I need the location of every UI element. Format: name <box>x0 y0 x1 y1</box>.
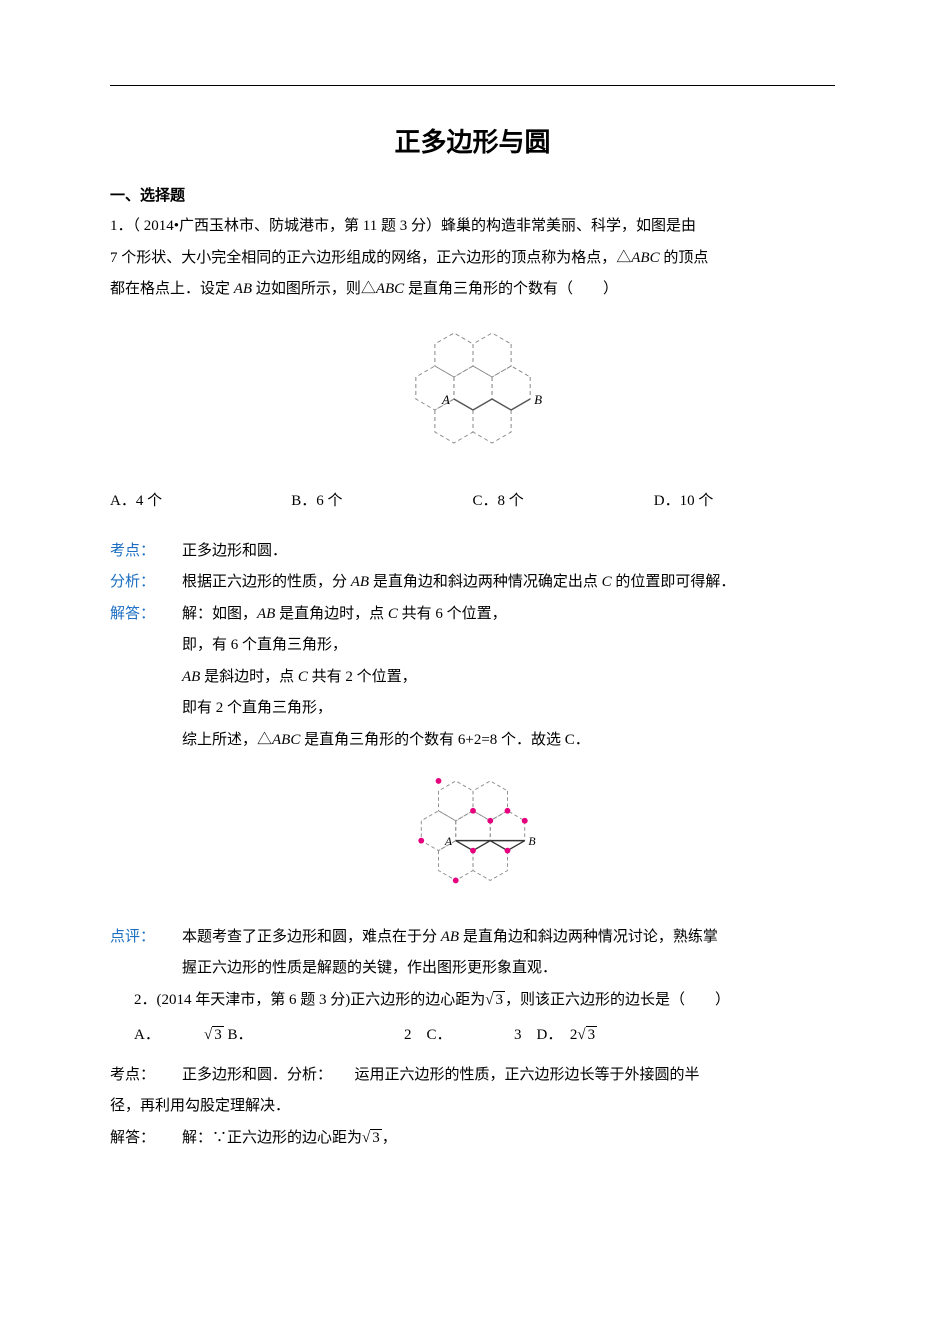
jd3d: 共有 2 个位置， <box>308 669 417 685</box>
page: 正多边形与圆 一、选择题 1．（ 2014•广西玉林市、防城港市，第 11 题 … <box>0 0 945 1337</box>
q2-jd-c: ， <box>382 1130 397 1146</box>
q2-opt-b-val: 2 C． <box>404 1020 514 1052</box>
q1-option-c: C．8 个 <box>473 486 654 518</box>
jd-line4: 即有 2 个直角三角形， <box>182 693 835 725</box>
dp1a: 本题考查了正多边形和圆，难点在于分 <box>182 929 441 945</box>
jd-line1: 解：如图，AB 是直角边时，点 C 共有 6 个位置， <box>182 599 835 631</box>
q2-kd-label: 考点： <box>110 1060 182 1092</box>
jd1c: 是直角边时，点 <box>275 606 388 622</box>
q2-jd-b: 3 <box>370 1129 382 1146</box>
jd-line5: 综上所述，△ABC 是直角三角形的个数有 6+2=8 个．故选 C． <box>182 725 835 757</box>
sqrt-icon: √3 <box>362 1129 382 1146</box>
q1-jieda: 解答： 解：如图，AB 是直角边时，点 C 共有 6 个位置， 即，有 6 个直… <box>110 599 835 757</box>
jieda-text: 解：如图，AB 是直角边时，点 C 共有 6 个位置， 即，有 6 个直角三角形… <box>182 599 835 757</box>
q2Av: 3 <box>212 1026 224 1043</box>
sqrt-icon: √3 <box>204 1026 224 1043</box>
q2-opt-c-val: 3 D． 2√3 <box>514 1020 664 1052</box>
dianping-label: 点评： <box>110 922 182 985</box>
fx-c: 是直角边和斜边两种情况确定出点 <box>369 574 602 590</box>
q2Bv: 2 <box>404 1027 412 1043</box>
q1-kaodian: 考点： 正多边形和圆． <box>110 536 835 568</box>
q2-options: A． √3 B． 2 C． 3 D． 2√3 <box>134 1020 859 1052</box>
q1-figure: A B <box>110 310 835 483</box>
jd5a: 综上所述，△ <box>182 732 272 748</box>
q1-line3-c: 边如图所示，则△ <box>252 281 376 297</box>
q1-option-d: D．10 个 <box>654 486 835 518</box>
q1-fenxi: 分析： 根据正六边形的性质，分 AB 是直角边和斜边两种情况确定出点 C 的位置… <box>110 567 835 599</box>
q1-line3-e: 是直角三角形的个数有（ ） <box>404 281 618 297</box>
q1-line3-a: 都在格点上．设定 <box>110 281 234 297</box>
dianping-text: 本题考查了正多边形和圆，难点在于分 AB 是直角边和斜边两种情况讨论，熟练掌 握… <box>182 922 835 985</box>
fx-d: C <box>602 574 612 590</box>
q2-jd-line: 解答：解：∵正六边形的边心距为√3， <box>110 1123 835 1155</box>
q1-line3-d: ABC <box>376 281 404 297</box>
jd3c: C <box>298 669 308 685</box>
dp-line1: 本题考查了正多边形和圆，难点在于分 AB 是直角边和斜边两种情况讨论，熟练掌 <box>182 922 835 954</box>
q2l1c: ，则该正六边形的边长是（ ） <box>505 992 730 1008</box>
jd5b: ABC <box>272 732 300 748</box>
dp1c: 是直角边和斜边两种情况讨论，熟练掌 <box>459 929 718 945</box>
jd1e: 共有 6 个位置， <box>398 606 507 622</box>
sqrt-icon: √3 <box>485 991 505 1008</box>
jd5c: 是直角三角形的个数有 6+2=8 个．故选 C． <box>300 732 589 748</box>
q1-line3: 都在格点上．设定 AB 边如图所示，则△ABC 是直角三角形的个数有（ ） <box>110 274 835 306</box>
q2l1a: 2．(2014 年天津市，第 6 题 3 分)正六边形的边心距为 <box>134 992 485 1008</box>
jieda-label: 解答： <box>110 599 182 757</box>
q1-line2-c: 的顶点 <box>660 250 709 266</box>
jd1b: AB <box>257 606 275 622</box>
q2-jd-label: 解答： <box>110 1123 182 1155</box>
jd-line3: AB 是斜边时，点 C 共有 2 个位置， <box>182 662 835 694</box>
fx-b: AB <box>351 574 369 590</box>
q1-option-a: A．4 个 <box>110 486 291 518</box>
q1-dianping: 点评： 本题考查了正多边形和圆，难点在于分 AB 是直角边和斜边两种情况讨论，熟… <box>110 922 835 985</box>
q2-opt-a-val: √3 B． <box>204 1020 404 1052</box>
q2-line1: 2．(2014 年天津市，第 6 题 3 分)正六边形的边心距为√3，则该正六边… <box>134 985 835 1017</box>
q2Bp: C． <box>412 1027 452 1043</box>
hexagon-figure-2: A B <box>378 760 568 905</box>
q1-line2-a: 7 个形状、大小完全相同的正六边形组成的网络，正六边形的顶点称为格点，△ <box>110 250 631 266</box>
q1-line2-b: ABC <box>631 250 659 266</box>
q2-opt-spacer <box>664 1020 859 1052</box>
dp1b: AB <box>441 929 459 945</box>
fx-a: 根据正六边形的性质，分 <box>182 574 351 590</box>
jd-line2: 即，有 6 个直角三角形， <box>182 630 835 662</box>
q1-options: A．4 个 B．6 个 C．8 个 D．10 个 <box>110 486 835 518</box>
q2l1b: 3 <box>493 991 505 1008</box>
section-heading: 一、选择题 <box>110 180 835 212</box>
q2Cv: 3 <box>514 1027 522 1043</box>
svg-text:A: A <box>443 835 452 848</box>
q2-jd-a: 解：∵正六边形的边心距为 <box>182 1130 362 1146</box>
q2Dv: 3 <box>586 1026 598 1043</box>
jd1a: 解：如图， <box>182 606 257 622</box>
q1-figure-2: A B <box>110 760 835 918</box>
fenxi-label: 分析： <box>110 567 182 599</box>
q1-line3-b: AB <box>234 281 252 297</box>
kaodian-label: 考点： <box>110 536 182 568</box>
fenxi-text: 根据正六边形的性质，分 AB 是直角边和斜边两种情况确定出点 C 的位置即可得解… <box>182 567 835 599</box>
q2Ap: B． <box>224 1027 253 1043</box>
hexagon-figure-1: A B <box>368 310 578 470</box>
q1-line1: 1．（ 2014•广西玉林市、防城港市，第 11 题 3 分）蜂巢的构造非常美丽… <box>110 211 835 243</box>
q2Cp: D． 2 <box>522 1027 578 1043</box>
jd3a: AB <box>182 669 200 685</box>
svg-text:B: B <box>534 392 542 407</box>
jd1d: C <box>388 606 398 622</box>
sqrt-icon: √3 <box>577 1026 597 1043</box>
q2-kd-line1: 考点：正多边形和圆．分析： 运用正六边形的性质，正六边形边长等于外接圆的半 <box>110 1060 835 1092</box>
svg-text:A: A <box>440 392 449 407</box>
page-title: 正多边形与圆 <box>110 115 835 170</box>
q1-option-b: B．6 个 <box>291 486 472 518</box>
q1-line2: 7 个形状、大小完全相同的正六边形组成的网络，正六边形的顶点称为格点，△ABC … <box>110 243 835 275</box>
svg-text:B: B <box>528 835 535 848</box>
q2-kd-line2: 径，再利用勾股定理解决． <box>110 1091 835 1123</box>
dp-line2: 握正六边形的性质是解题的关键，作出图形更形象直观． <box>182 953 835 985</box>
q2-opt-a-label: A． <box>134 1020 204 1052</box>
fx-e: 的位置即可得解． <box>612 574 736 590</box>
kaodian-text: 正多边形和圆． <box>182 536 835 568</box>
q2-kd-a: 正多边形和圆．分析： 运用正六边形的性质，正六边形边长等于外接圆的半 <box>182 1067 700 1083</box>
jd3b: 是斜边时，点 <box>200 669 298 685</box>
